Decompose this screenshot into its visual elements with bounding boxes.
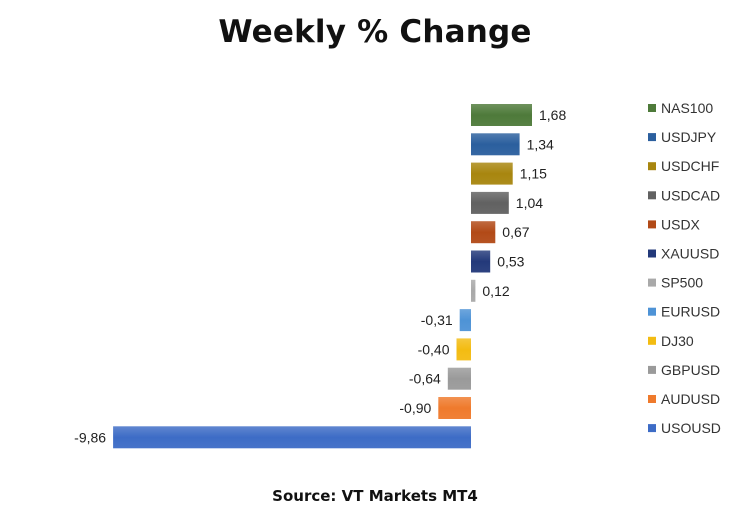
legend-swatch-usdcad (648, 191, 656, 200)
bar-eurusd (459, 309, 471, 332)
legend-label-gbpusd: GBPUSD (661, 362, 720, 378)
bar-usousd (113, 426, 471, 449)
legend-label-xauusd: XAUUSD (661, 246, 719, 262)
legend-label-usdjpy: USDJPY (661, 129, 717, 145)
legend-swatch-nas100 (648, 104, 656, 112)
value-label-gbpusd: -0,64 (409, 371, 441, 387)
value-label-usdchf: 1,15 (520, 166, 547, 182)
legend-label-usdcad: USDCAD (661, 187, 720, 203)
bar-usdchf (471, 162, 513, 185)
value-label-usdjpy: 1,34 (527, 136, 554, 152)
legend-swatch-dj30 (648, 336, 656, 345)
legend-swatch-sp500 (648, 278, 656, 287)
bars-layer (113, 104, 532, 449)
value-label-usousd: -9,86 (74, 429, 106, 445)
bar-usdjpy (471, 133, 520, 156)
legend-label-nas100: NAS100 (661, 100, 713, 116)
legend-swatch-usdx (648, 220, 656, 229)
legend: NAS100 USDJPY USDCHF USDCAD USDX XAUUSD SP500 E… (648, 100, 721, 436)
value-label-audusd: -0,90 (399, 400, 431, 416)
legend-label-usdchf: USDCHF (661, 158, 719, 174)
value-label-dj30: -0,40 (418, 341, 450, 357)
bar-nas100 (471, 104, 532, 126)
legend-label-eurusd: EURUSD (661, 304, 720, 320)
legend-swatch-usdchf (648, 162, 656, 171)
value-labels-layer: 1,68 1,34 1,15 1,04 0,67 0,53 0,12 -0,31 -0,40 -0… (74, 107, 566, 445)
bar-usdx (471, 221, 496, 244)
bar-gbpusd (447, 367, 471, 390)
legend-label-dj30: DJ30 (661, 333, 694, 349)
value-label-eurusd: -0,31 (421, 312, 453, 328)
legend-swatch-audusd (648, 395, 656, 403)
value-label-usdx: 0,67 (502, 224, 529, 240)
legend-label-usdx: USDX (661, 216, 701, 232)
bar-audusd (438, 397, 471, 419)
bar-xauusd (471, 250, 491, 273)
legend-swatch-usousd (648, 424, 656, 433)
value-label-usdcad: 1,04 (516, 195, 543, 211)
legend-swatch-eurusd (648, 307, 656, 316)
legend-swatch-usdjpy (648, 133, 656, 142)
legend-label-usousd: USOUSD (661, 420, 721, 436)
chart-title: Weekly % Change (218, 14, 532, 50)
chart-source: Source: VT Markets MT4 (272, 487, 478, 505)
bar-dj30 (456, 338, 471, 361)
value-label-xauusd: 0,53 (497, 254, 524, 270)
bar-sp500 (471, 279, 476, 302)
value-label-sp500: 0,12 (482, 283, 509, 299)
value-label-nas100: 1,68 (539, 107, 566, 123)
legend-swatch-gbpusd (648, 365, 656, 374)
legend-label-sp500: SP500 (661, 275, 703, 291)
legend-swatch-xauusd (648, 249, 656, 258)
legend-label-audusd: AUDUSD (661, 391, 720, 407)
bar-usdcad (471, 191, 509, 214)
